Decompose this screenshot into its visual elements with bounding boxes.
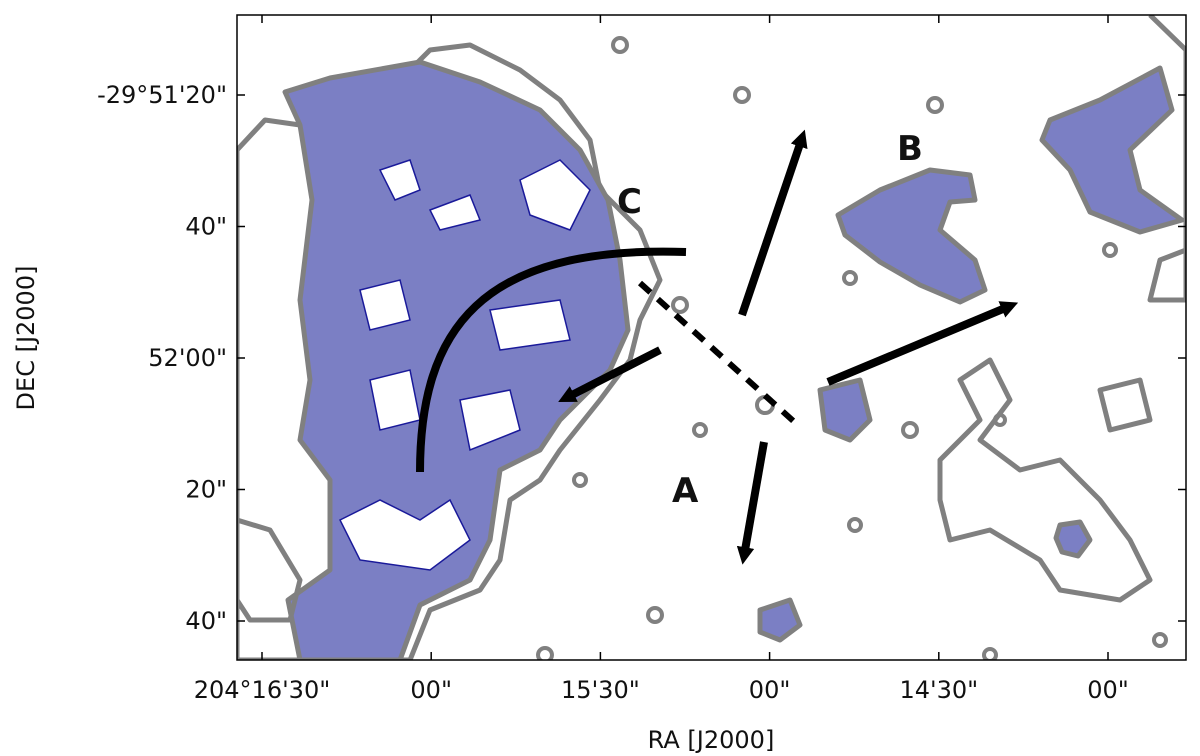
contour (692, 422, 708, 438)
emission-region (1039, 65, 1185, 235)
hole (519, 159, 591, 231)
hole (459, 389, 521, 452)
contour (237, 517, 303, 623)
contour (937, 357, 1153, 603)
contour (901, 421, 919, 439)
arrow (736, 441, 768, 565)
x-axis-label: RA [J2000] (648, 726, 775, 754)
annotation: C (617, 182, 642, 222)
x-tick-label: 00" (1087, 676, 1129, 704)
map-contours (237, 15, 1186, 660)
arrows (416, 129, 1019, 565)
hole (369, 369, 421, 431)
arrow (738, 129, 808, 317)
hole (489, 299, 571, 351)
contour (1147, 15, 1186, 303)
annotation: A (672, 471, 699, 511)
contour (993, 413, 1007, 427)
emission-region (835, 167, 988, 305)
contour (847, 517, 863, 533)
contour (1102, 242, 1118, 258)
y-tick-label: 40" (185, 213, 227, 241)
hole (359, 279, 411, 331)
contour (1097, 377, 1153, 433)
contour (733, 86, 751, 104)
arrow (826, 301, 1019, 386)
dashed-line (637, 280, 803, 430)
annotation: B (897, 129, 923, 169)
y-tick-label: 40" (185, 607, 227, 635)
contour (982, 647, 998, 660)
hole (378, 159, 421, 201)
emission-region (817, 377, 873, 443)
contour (926, 96, 944, 114)
y-axis-label: DEC [J2000] (12, 266, 40, 411)
emission-region (757, 597, 803, 643)
hole (338, 498, 471, 571)
contour (842, 270, 858, 286)
contour (572, 472, 588, 488)
contour (611, 36, 629, 54)
y-tick-label: -29°51'20" (97, 81, 227, 109)
contour (1152, 632, 1168, 648)
emission-region (1053, 519, 1093, 559)
axes: 204°16'30" 00" 15'30" 00" 14'30" 00" -29°51'20… (97, 15, 1186, 704)
x-tick-label: 15'30" (561, 676, 640, 704)
contour (536, 646, 554, 660)
y-tick-label: 52'00" (148, 344, 227, 372)
x-tick-label: 14'30" (899, 676, 978, 704)
contour (671, 296, 689, 314)
y-tick-label: 20" (185, 476, 227, 504)
hole (428, 194, 482, 231)
curve-c (416, 247, 687, 473)
contour (646, 606, 664, 624)
x-tick-label: 00" (749, 676, 791, 704)
arrow (558, 346, 662, 403)
emission-region (282, 59, 631, 660)
x-tick-label: 204°16'30" (194, 676, 331, 704)
plot-frame (236, 14, 1187, 661)
x-tick-label: 00" (410, 676, 452, 704)
